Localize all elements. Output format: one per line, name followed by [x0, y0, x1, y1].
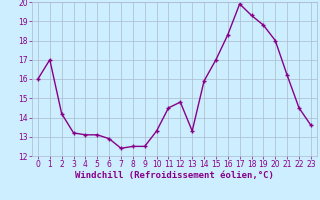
X-axis label: Windchill (Refroidissement éolien,°C): Windchill (Refroidissement éolien,°C): [75, 171, 274, 180]
